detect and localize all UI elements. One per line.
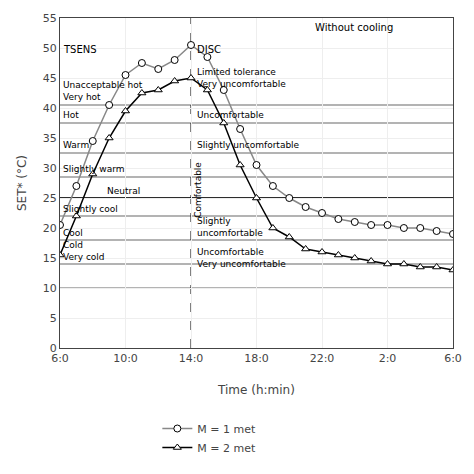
svg-text:Time (h:min): Time (h:min) [217, 383, 295, 397]
svg-text:2:0: 2:0 [379, 352, 397, 365]
svg-text:Uncomfortable: Uncomfortable [197, 110, 264, 120]
svg-text:6:0: 6:0 [51, 352, 69, 365]
svg-text:Warm: Warm [63, 140, 89, 150]
svg-text:45: 45 [43, 72, 57, 85]
svg-text:Hot: Hot [63, 110, 79, 120]
svg-text:35: 35 [43, 132, 57, 145]
svg-text:50: 50 [43, 42, 57, 55]
svg-text:18:0: 18:0 [244, 352, 269, 365]
svg-text:15: 15 [43, 252, 57, 265]
svg-text:SET* (°C): SET* (°C) [15, 155, 29, 211]
svg-text:10:0: 10:0 [113, 352, 138, 365]
svg-text:25: 25 [43, 192, 57, 205]
svg-text:6:0: 6:0 [444, 352, 462, 365]
svg-text:UncomfortableVery uncomfortabl: UncomfortableVery uncomfortable [197, 247, 286, 269]
svg-text:TSENS: TSENS [63, 44, 97, 55]
svg-text:Unacceptable hotVery hot: Unacceptable hotVery hot [63, 80, 143, 102]
svg-text:10: 10 [43, 282, 57, 295]
svg-text:ColdVery cold: ColdVery cold [63, 240, 105, 262]
svg-text:5: 5 [50, 312, 57, 325]
svg-text:M = 2 met: M = 2 met [197, 442, 256, 455]
svg-text:M = 1 met: M = 1 met [197, 423, 256, 436]
svg-text:40: 40 [43, 102, 57, 115]
svg-text:Slightly cool: Slightly cool [63, 204, 118, 214]
svg-text:14:0: 14:0 [179, 352, 204, 365]
svg-text:Without cooling: Without cooling [315, 22, 393, 33]
svg-text:Neutral: Neutral [107, 186, 140, 196]
svg-text:0: 0 [50, 342, 57, 355]
svg-text:Slightlyuncomfortable: Slightlyuncomfortable [197, 216, 263, 238]
svg-text:30: 30 [43, 162, 57, 175]
svg-text:Cool: Cool [63, 228, 83, 238]
svg-text:Slightly warm: Slightly warm [63, 164, 125, 174]
svg-text:Comfortable: Comfortable [193, 162, 203, 218]
svg-text:55: 55 [43, 12, 57, 25]
svg-text:22:0: 22:0 [310, 352, 335, 365]
svg-text:DISC: DISC [197, 44, 221, 55]
svg-text:20: 20 [43, 222, 57, 235]
svg-text:Slightly uncomfortable: Slightly uncomfortable [197, 140, 300, 150]
svg-text:Limited toleranceVery uncomfor: Limited toleranceVery uncomfortable [197, 67, 286, 89]
